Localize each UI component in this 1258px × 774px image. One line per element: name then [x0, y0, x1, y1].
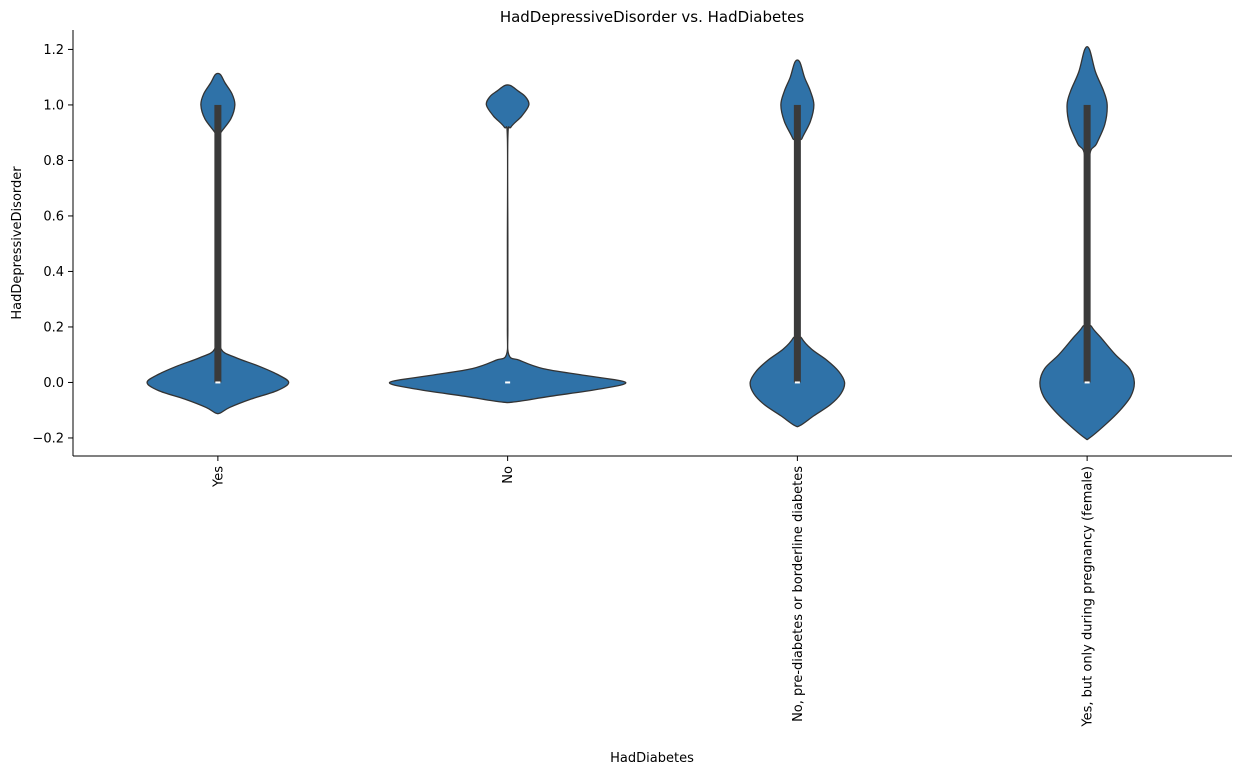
y-tick-label: 0.6	[43, 209, 64, 224]
violin-median-marker	[794, 381, 800, 384]
chart-title: HadDepressiveDisorder vs. HadDiabetes	[500, 8, 805, 26]
violins-group	[146, 46, 1135, 441]
violin-iqr-box	[214, 104, 222, 383]
x-tick-label: No, pre-diabetes or borderline diabetes	[791, 466, 806, 722]
x-axis-label: HadDiabetes	[610, 751, 694, 766]
x-tick-label: No	[501, 466, 516, 484]
violin-iqr-box	[793, 104, 801, 383]
violin-median-marker	[215, 381, 221, 384]
y-tick-label: 1.0	[43, 98, 64, 113]
y-tick-label: 0.4	[43, 265, 64, 280]
y-tick-label: 0.2	[43, 320, 64, 335]
x-ticks-group: Yes No No, pre-diabetes or borderline diab…	[211, 456, 1096, 728]
violin-median-marker	[1084, 381, 1090, 384]
y-tick-label: 0.8	[43, 154, 64, 169]
violin-iqr-box	[1083, 104, 1091, 383]
y-tick-label: −0.2	[32, 431, 64, 446]
y-axis-label: HadDepressiveDisorder	[10, 166, 25, 320]
violin-median-marker	[505, 381, 511, 384]
x-tick-label: Yes, but only during pregnancy (female)	[1081, 466, 1096, 728]
violin-body	[388, 84, 627, 404]
y-ticks-group: −0.2 0.0 0.2 0.4 0.6 0.8 1.0 1.2	[32, 43, 73, 446]
x-tick-label: Yes	[211, 466, 226, 488]
y-tick-label: 0.0	[43, 376, 64, 391]
y-tick-label: 1.2	[43, 43, 64, 58]
